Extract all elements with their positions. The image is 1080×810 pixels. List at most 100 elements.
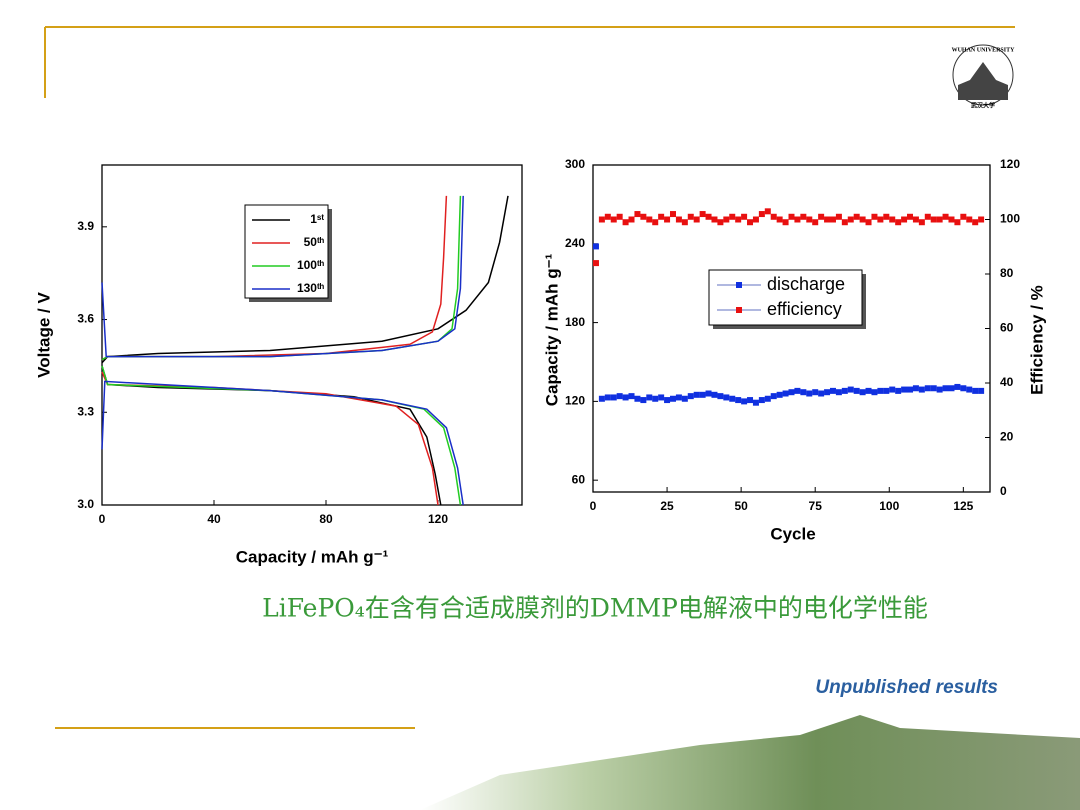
legend-marker (736, 282, 742, 288)
point (622, 394, 629, 401)
point (853, 213, 860, 220)
point (693, 391, 700, 398)
point (681, 219, 688, 226)
x-tick-label: 0 (99, 512, 106, 526)
point (942, 213, 949, 220)
point (604, 394, 611, 401)
point (669, 395, 676, 402)
point (693, 216, 700, 223)
point (776, 216, 783, 223)
y-tick-label: 180 (565, 315, 585, 329)
point (800, 213, 807, 220)
point (598, 395, 605, 402)
point (747, 219, 754, 226)
point (664, 397, 671, 404)
point (752, 399, 759, 406)
point (812, 389, 819, 396)
point (598, 216, 605, 223)
point (978, 216, 985, 223)
point (735, 216, 742, 223)
campus-photo (420, 715, 1080, 810)
y2-tick-label: 100 (1000, 212, 1020, 226)
point (616, 213, 623, 220)
x-tick-label: 25 (660, 499, 674, 513)
point (640, 213, 647, 220)
x-tick-label: 80 (319, 512, 333, 526)
point (711, 216, 718, 223)
point (824, 216, 831, 223)
point (966, 386, 973, 393)
y2-tick-label: 60 (1000, 321, 1014, 335)
point (936, 386, 943, 393)
point (812, 219, 819, 226)
x-tick-label: 125 (953, 499, 973, 513)
point (788, 213, 795, 220)
point (895, 219, 902, 226)
point (895, 387, 902, 394)
point (936, 216, 943, 223)
point (800, 389, 807, 396)
x-tick-label: 0 (590, 499, 597, 513)
point (658, 213, 665, 220)
point (764, 395, 771, 402)
x-tick-label: 120 (428, 512, 448, 526)
point (604, 213, 611, 220)
point (918, 386, 925, 393)
logo-ring (952, 44, 1014, 106)
point (717, 219, 724, 226)
y-tick-label: 240 (565, 236, 585, 250)
y2-tick-label: 20 (1000, 430, 1014, 444)
point (758, 397, 765, 404)
point (871, 213, 878, 220)
point (883, 387, 890, 394)
note: Unpublished results (815, 677, 998, 698)
legend-label: 1ˢᵗ (310, 212, 324, 226)
y-tick-label: 3.6 (77, 312, 94, 326)
point (978, 387, 985, 394)
y2-axis-label: Efficiency / % (1027, 285, 1046, 395)
point (711, 391, 718, 398)
point (960, 213, 967, 220)
point (675, 216, 682, 223)
point (664, 216, 671, 223)
point (616, 393, 623, 400)
point (794, 216, 801, 223)
x-axis-label: Cycle (770, 524, 815, 543)
point (764, 208, 771, 215)
point (622, 219, 629, 226)
point (723, 216, 730, 223)
point (841, 387, 848, 394)
legend-box (708, 269, 863, 326)
point (610, 216, 617, 223)
point (948, 216, 955, 223)
point (835, 213, 842, 220)
point (818, 213, 825, 220)
logo: WUHAN UNIVERSITY 武汉大学 (952, 44, 1016, 110)
y2-tick-label: 0 (1000, 484, 1007, 498)
point (717, 393, 724, 400)
x-tick-label: 40 (207, 512, 221, 526)
point (729, 395, 736, 402)
point (942, 385, 949, 392)
logo-subtext: 武汉大学 (971, 102, 995, 110)
point (723, 394, 730, 401)
y2-tick-label: 80 (1000, 266, 1014, 280)
point (640, 397, 647, 404)
point (865, 387, 872, 394)
point (669, 211, 676, 218)
point (829, 216, 836, 223)
point (634, 395, 641, 402)
y-tick-label: 3.9 (77, 219, 94, 233)
point (972, 387, 979, 394)
point (752, 216, 759, 223)
point (646, 394, 653, 401)
series-line (101, 195, 464, 506)
point (924, 385, 931, 392)
point (729, 213, 736, 220)
logo-text: WUHAN UNIVERSITY (952, 47, 1016, 53)
point (687, 393, 694, 400)
point (877, 216, 884, 223)
point (859, 216, 866, 223)
point (634, 211, 641, 218)
